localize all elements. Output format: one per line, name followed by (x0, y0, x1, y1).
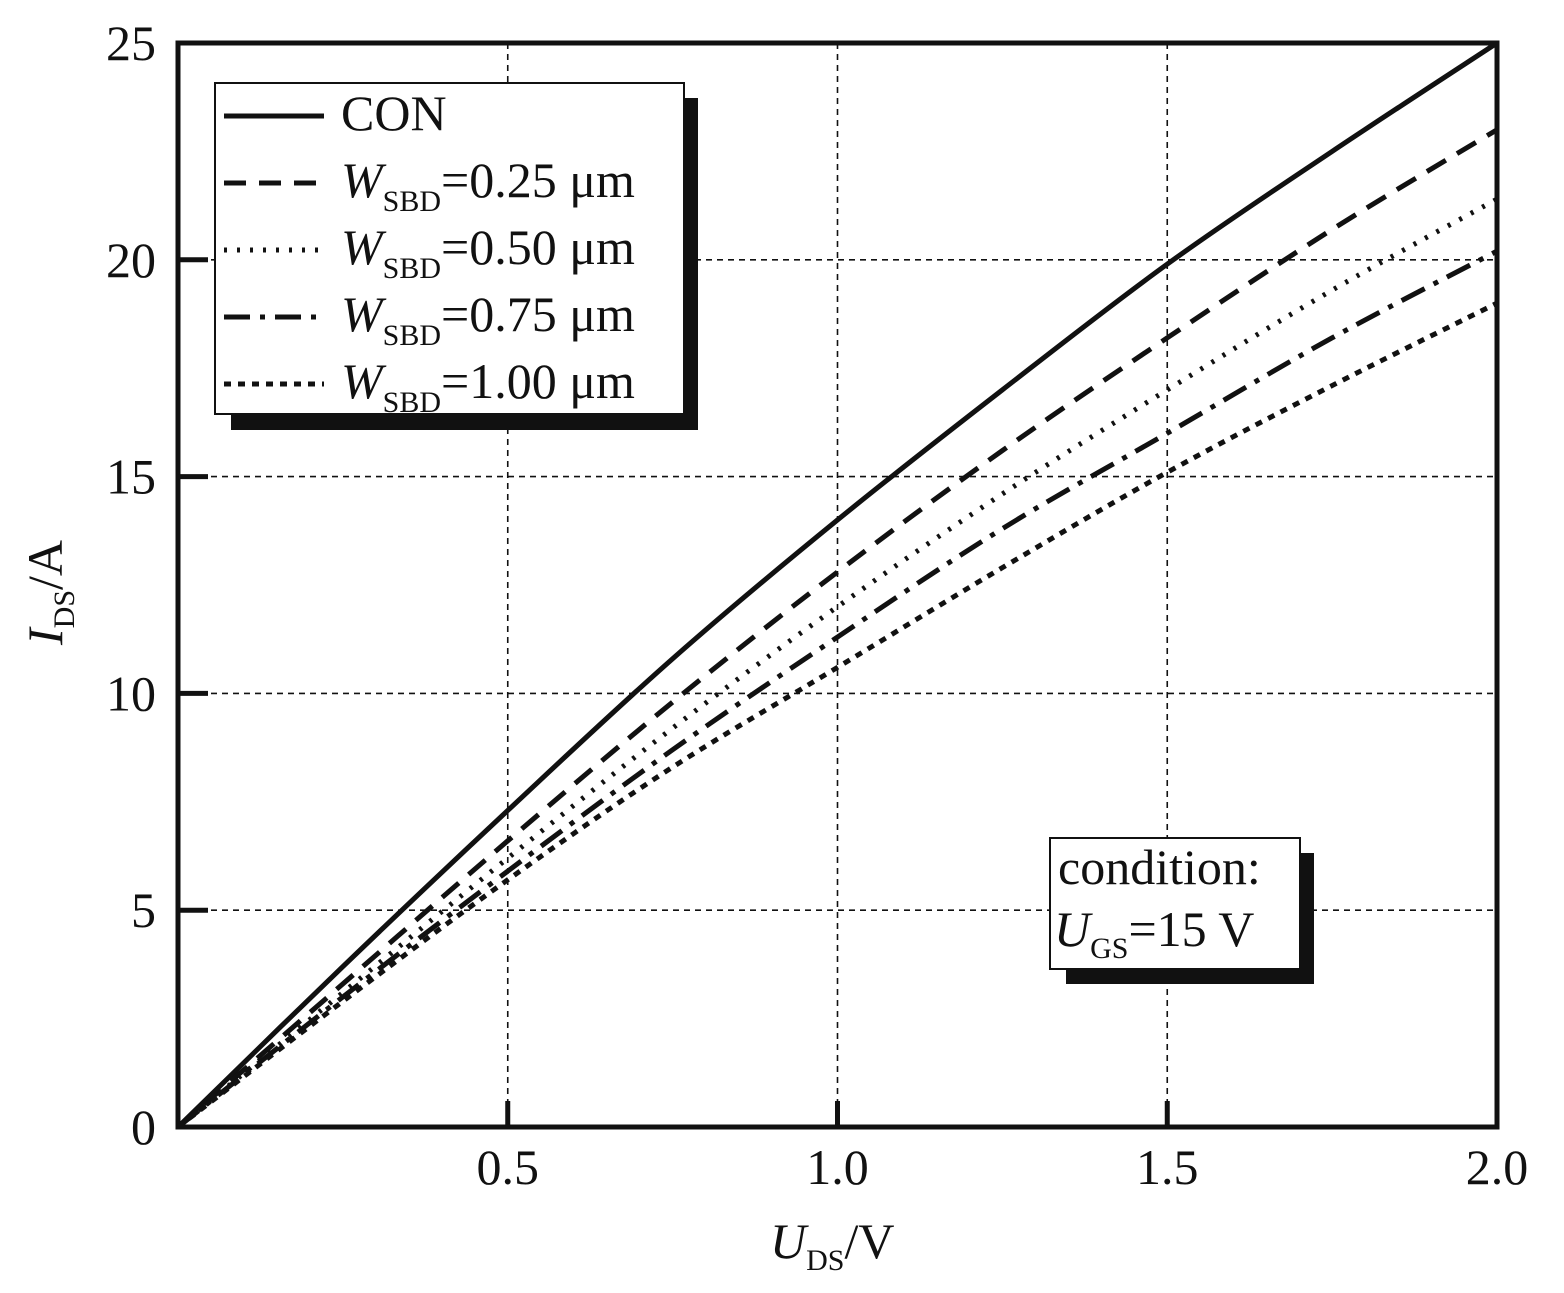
condition-annotation: condition: UGS=15 V (1049, 837, 1314, 984)
y-tick-label: 5 (131, 882, 156, 938)
x-tick-label: 2.0 (1466, 1139, 1529, 1195)
series-line-0 (176, 40, 1499, 1129)
y-axis-symbol: I (17, 626, 73, 646)
x-tick-label: 1.5 (1136, 1139, 1199, 1195)
legend-symbol: W (341, 219, 387, 275)
y-axis-unit: /A (17, 540, 73, 590)
annotation-box (1049, 837, 1301, 970)
legend-box (214, 82, 685, 415)
legend-value: =0.25 μm (441, 152, 635, 208)
legend-value: =1.00 μm (441, 353, 635, 409)
annotation-value: =15 V (1128, 901, 1254, 957)
y-axis-subscript: DS (48, 590, 81, 628)
legend-value: =0.50 μm (441, 219, 635, 275)
annotation-subscript: GS (1090, 932, 1128, 965)
legend-label-3: WSBD=0.75 μm (341, 286, 635, 352)
annotation-symbol: U (1054, 901, 1093, 957)
legend-symbol: W (341, 152, 387, 208)
annotation-line2: UGS=15 V (1054, 901, 1254, 965)
y-tick-label: 10 (106, 665, 156, 721)
series-lines (176, 40, 1499, 1129)
legend-subscript: SBD (383, 319, 441, 352)
x-tick-label: 1.0 (806, 1139, 869, 1195)
legend-symbol: W (341, 353, 387, 409)
x-axis-label: UDS/V (770, 1213, 894, 1277)
axis-ticks: 0 5 10 15 20 25 0.5 1.0 1.5 2.0 (106, 15, 1528, 1195)
legend-label-1: WSBD=0.25 μm (341, 152, 635, 218)
y-tick-label: 0 (131, 1099, 156, 1155)
series-line-1 (176, 127, 1499, 1129)
x-axis-subscript: DS (806, 1244, 844, 1277)
legend-label-0: CON (341, 85, 447, 141)
annotation-line1: condition: (1058, 839, 1261, 895)
y-tick-label: 20 (106, 232, 156, 288)
legend-value: =0.75 μm (441, 286, 635, 342)
x-axis-symbol: U (770, 1213, 809, 1269)
x-axis-unit: /V (844, 1213, 894, 1269)
series-line-3 (176, 248, 1499, 1129)
y-axis-label: IDS/A (17, 540, 81, 646)
legend-subscript: SBD (383, 185, 441, 218)
legend-label-4: WSBD=1.00 μm (341, 353, 635, 419)
legend-symbol: W (341, 286, 387, 342)
y-tick-label: 25 (106, 15, 156, 71)
legend-label-2: WSBD=0.50 μm (341, 219, 635, 285)
y-tick-label: 15 (106, 449, 156, 505)
series-line-2 (176, 196, 1499, 1129)
legend-subscript: SBD (383, 386, 441, 419)
x-tick-label: 0.5 (477, 1139, 540, 1195)
legend-subscript: SBD (383, 252, 441, 285)
